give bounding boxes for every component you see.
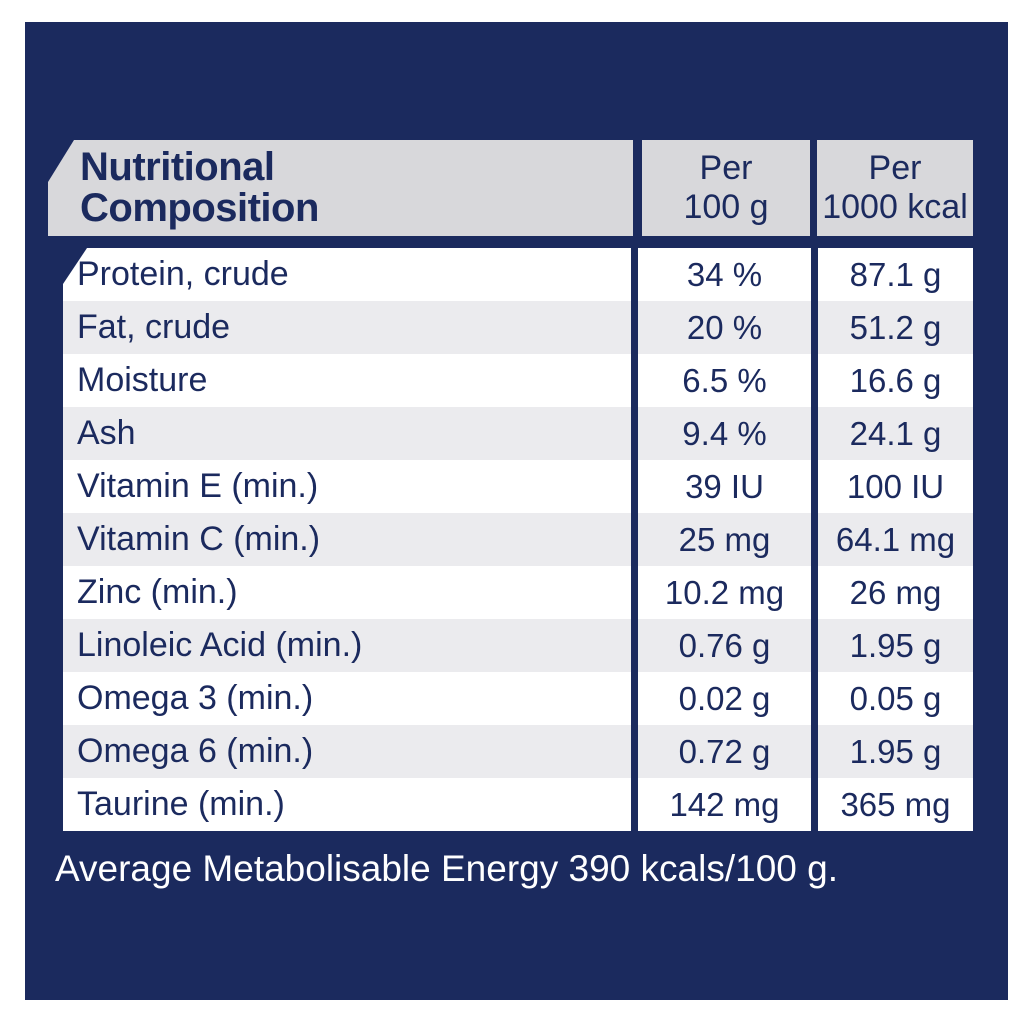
- table-row-ash: Ash 9.4 % 24.1 g: [63, 407, 973, 460]
- row-value-per-100g: 6.5 %: [682, 361, 767, 399]
- row-label: Ash: [77, 414, 136, 452]
- row-value-per-100g: 20 %: [686, 308, 763, 346]
- row-value-per-100g: 0.72 g: [678, 732, 771, 770]
- row-value-per-1000kcal: 100 IU: [846, 467, 945, 505]
- row-label: Taurine (min.): [77, 785, 285, 823]
- row-value-per-100g: 25 mg: [678, 520, 771, 558]
- table-title-line2: Composition: [80, 186, 319, 230]
- per-1000kcal-label-line1: Per: [868, 149, 922, 187]
- row-value-per-1000kcal: 24.1 g: [849, 414, 942, 452]
- row-label: Moisture: [77, 361, 208, 399]
- row-label: Zinc (min.): [77, 573, 238, 611]
- row-value-per-100g: 39 IU: [685, 467, 764, 505]
- row-label: Protein, crude: [77, 255, 289, 293]
- table-row-protein: Protein, crude 34 % 87.1 g: [63, 248, 973, 301]
- row-label: Vitamin E (min.): [77, 467, 319, 505]
- metabolisable-energy-note: Average Metabolisable Energy 390 kcals/1…: [55, 848, 838, 889]
- per-1000kcal-label-line2: 1000 kcal: [822, 188, 968, 226]
- row-value-per-1000kcal: 87.1 g: [849, 255, 942, 293]
- row-value-per-100g: 9.4 %: [682, 414, 767, 452]
- row-value-per-100g: 142 mg: [669, 785, 780, 823]
- header-cell-title: Nutritional Composition: [48, 140, 633, 236]
- header-cell-per-100g: Per 100 g: [642, 140, 810, 236]
- row-label: Omega 3 (min.): [77, 679, 314, 717]
- row-label: Fat, crude: [77, 308, 231, 346]
- row-value-per-1000kcal: 26 mg: [849, 573, 942, 611]
- per-100g-label-line1: Per: [699, 149, 753, 187]
- row-label: Linoleic Acid (min.): [77, 626, 363, 664]
- per-100g-label-line2: 100 g: [683, 188, 769, 226]
- table-row-omega-3: Omega 3 (min.) 0.02 g 0.05 g: [63, 672, 973, 725]
- row-value-per-1000kcal: 16.6 g: [849, 361, 942, 399]
- row-value-per-1000kcal: 1.95 g: [849, 626, 942, 664]
- row-label: Vitamin C (min.): [77, 520, 321, 558]
- row-value-per-100g: 0.76 g: [678, 626, 771, 664]
- row-value-per-100g: 0.02 g: [678, 679, 771, 717]
- header-cell-per-1000kcal: Per 1000 kcal: [817, 140, 973, 236]
- table-row-fat: Fat, crude 20 % 51.2 g: [63, 301, 973, 354]
- table-row-vitamin-e: Vitamin E (min.) 39 IU 100 IU: [63, 460, 973, 513]
- row-value-per-1000kcal: 51.2 g: [849, 308, 942, 346]
- table-header: Nutritional Composition Per 100 g Per 10…: [25, 140, 1008, 236]
- column-divider-2: [811, 248, 818, 831]
- row-value-per-1000kcal: 0.05 g: [849, 679, 942, 717]
- table-row-vitamin-c: Vitamin C (min.) 25 mg 64.1 mg: [63, 513, 973, 566]
- row-label: Omega 6 (min.): [77, 732, 314, 770]
- table-row-moisture: Moisture 6.5 % 16.6 g: [63, 354, 973, 407]
- row-value-per-100g: 34 %: [686, 255, 763, 293]
- table-row-zinc: Zinc (min.) 10.2 mg 26 mg: [63, 566, 973, 619]
- nutrition-panel: Nutritional Composition Per 100 g Per 10…: [25, 22, 1008, 1000]
- row-value-per-1000kcal: 64.1 mg: [835, 520, 956, 558]
- table-row-taurine: Taurine (min.) 142 mg 365 mg: [63, 778, 973, 831]
- row-value-per-1000kcal: 1.95 g: [849, 732, 942, 770]
- table-title-line1: Nutritional: [80, 145, 275, 189]
- table-row-omega-6: Omega 6 (min.) 0.72 g 1.95 g: [63, 725, 973, 778]
- column-divider-1: [631, 248, 638, 831]
- nutrition-table-body: Protein, crude 34 % 87.1 g Fat, crude 20…: [63, 248, 973, 831]
- row-value-per-100g: 10.2 mg: [664, 573, 785, 611]
- table-row-linoleic-acid: Linoleic Acid (min.) 0.76 g 1.95 g: [63, 619, 973, 672]
- row-value-per-1000kcal: 365 mg: [840, 785, 951, 823]
